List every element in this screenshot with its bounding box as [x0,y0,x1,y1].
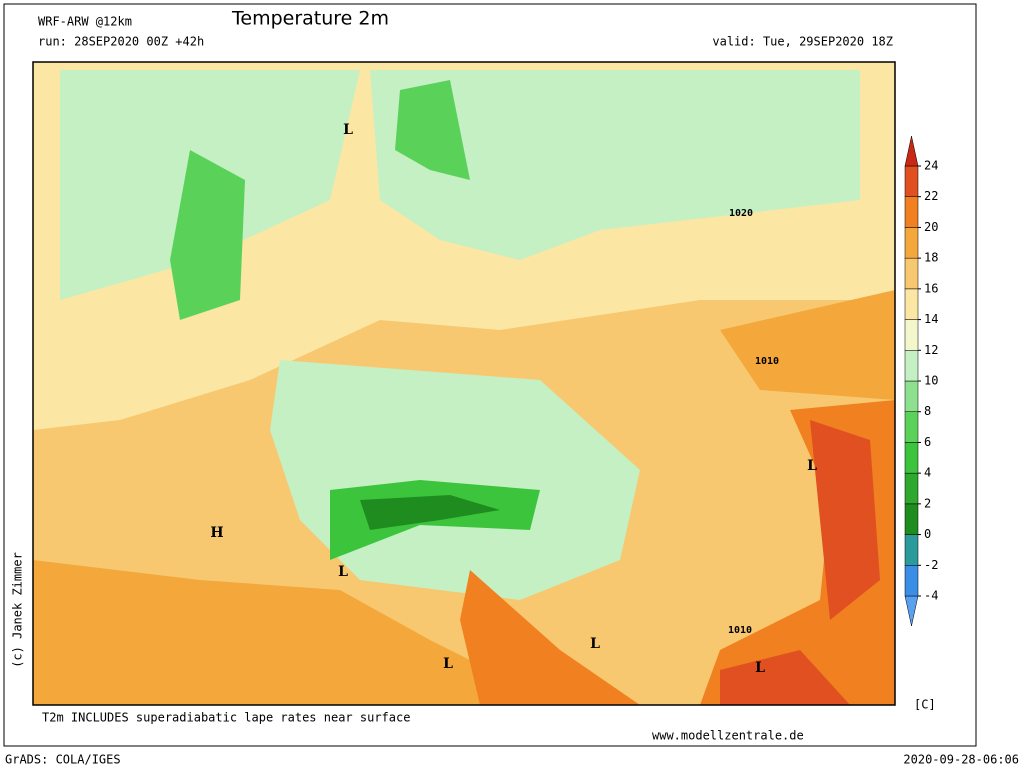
colorbar-segment [904,165,919,197]
colorbar-segment [904,503,919,535]
area [460,570,640,705]
colorbar-label: 14 [924,312,938,326]
isobar-label: 1010 [728,625,752,636]
colorbar-label: 8 [924,404,931,418]
run: run: 28SEP2020 00Z +42h [38,35,204,49]
colorbar-segment [904,288,919,320]
area [33,560,560,705]
colorbar-label: 22 [924,189,938,203]
grads: GrADS: COLA/IGES [5,753,121,767]
colorbar-label: 16 [924,281,938,295]
colorbar-segment [904,196,919,228]
colorbar-label: 20 [924,220,938,234]
area [170,150,245,320]
colorbar-label: -4 [924,589,938,603]
pressure-label: H [210,525,223,541]
map [33,62,895,705]
colorbar-segment [904,565,919,597]
colorbar-label: 12 [924,343,938,357]
map-frame [32,61,896,706]
title: Temperature 2m [231,8,389,30]
unit: [C] [914,698,936,712]
map-labels: L H L L L L L 1020 1010 1010 [210,122,817,676]
area [370,70,860,260]
area [395,80,470,180]
area [720,650,850,705]
colorbar-segment [904,380,919,412]
pressure-label: L [443,656,453,672]
credit: (c) Janek Zimmer [11,552,25,668]
area [720,290,895,400]
colorbar-label: 18 [924,251,938,265]
pressure-label: L [343,122,353,138]
colorbar-segment [904,350,919,382]
colorbar-label: 4 [924,466,931,480]
colorbar-segment [904,227,919,259]
colorbar-segment [904,534,919,566]
colorbar-segment [904,319,919,351]
valid: valid: Tue, 29SEP2020 18Z [712,35,893,49]
model: WRF-ARW @12km [38,15,132,29]
timestamp: 2020-09-28-06:06 [903,753,1019,767]
isobar-label: 1010 [755,356,779,367]
area [360,495,500,530]
colorbar-label: -2 [924,558,938,572]
outer-frame [3,3,977,747]
colorbar-below [904,595,919,627]
colorbar-label: 2 [924,496,931,510]
pressure-label: L [755,660,765,676]
colorbar-label: 0 [924,527,931,541]
colorbar-segment [904,472,919,505]
isobar-label: 1020 [729,208,753,219]
pressure-label: L [338,564,348,580]
colorbar-segment [904,442,919,474]
pressure-label: L [590,636,600,652]
colorbar-segment [904,257,919,290]
colorbar-label: 6 [924,435,931,449]
pressure-label: L [807,458,817,474]
area [810,420,880,620]
colorbar-segment [904,411,919,443]
colorbar-label: 24 [924,159,938,173]
colorbar-above [904,135,919,167]
site: www.modellzentrale.de [652,729,804,743]
note: T2m INCLUDES superadiabatic lape rates n… [42,711,410,725]
colorbar-label: 10 [924,374,938,388]
